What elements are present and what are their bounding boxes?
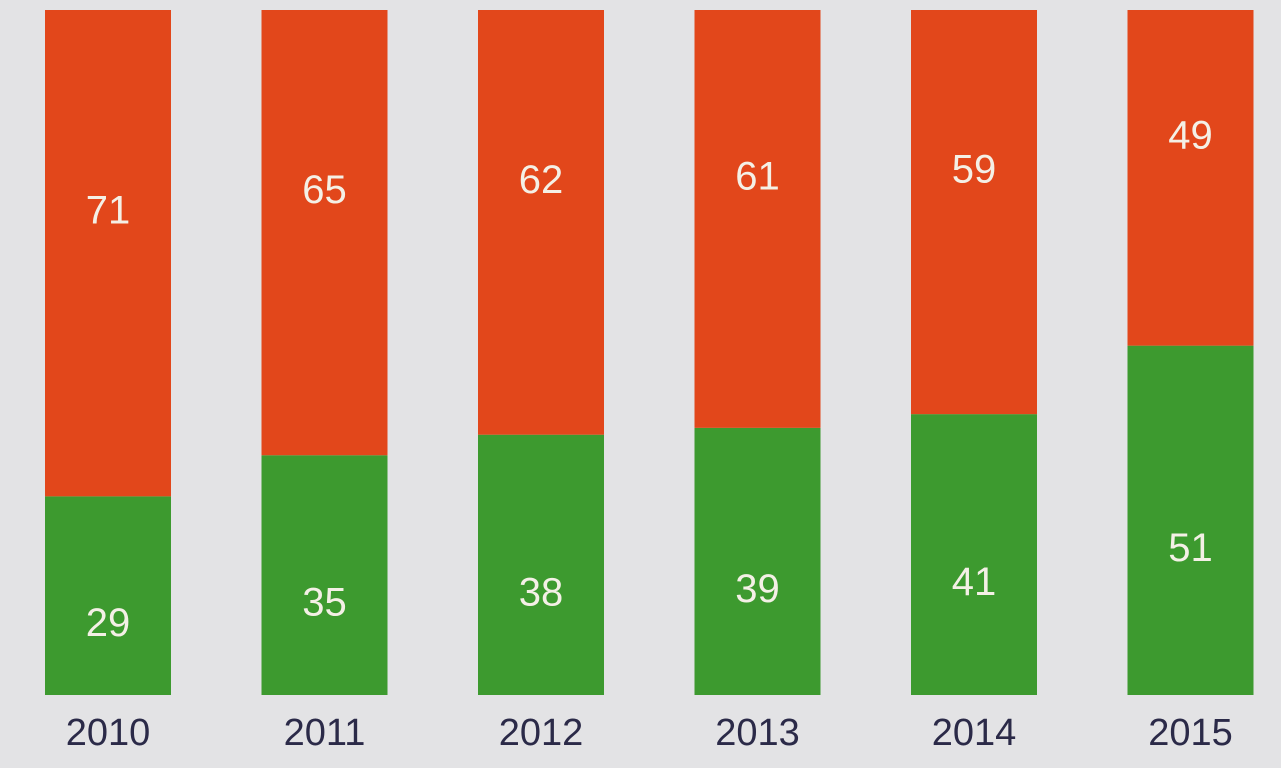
x-tick-label: 2010 — [66, 712, 151, 754]
value-label: 39 — [735, 567, 780, 611]
value-label: 38 — [519, 570, 564, 614]
value-label: 49 — [1168, 113, 1213, 157]
bar-segment — [911, 414, 1037, 695]
value-label: 59 — [952, 148, 997, 192]
value-label: 35 — [302, 581, 347, 625]
value-label: 61 — [735, 154, 780, 198]
bar-segment — [1127, 345, 1254, 695]
value-label: 29 — [86, 601, 131, 645]
value-label: 65 — [302, 168, 347, 212]
bar-segment — [478, 434, 604, 695]
x-tick-label: 2011 — [284, 712, 366, 754]
bar-segment — [478, 10, 604, 435]
bar-segment — [911, 10, 1037, 415]
x-tick-label: 2015 — [1148, 712, 1233, 754]
bar-segment — [694, 10, 821, 428]
value-label: 41 — [952, 560, 997, 604]
bar-segment — [694, 427, 821, 695]
bar-segment — [261, 455, 388, 695]
x-tick-label: 2013 — [715, 712, 800, 754]
bar-segment — [45, 496, 171, 695]
bar-segment — [261, 10, 388, 456]
bar-segment — [45, 10, 171, 497]
value-label: 51 — [1168, 526, 1213, 570]
value-label: 62 — [519, 158, 564, 202]
x-tick-label: 2014 — [932, 712, 1017, 754]
bar-segment — [1127, 10, 1254, 346]
x-tick-label: 2012 — [499, 712, 584, 754]
value-label: 71 — [86, 189, 131, 233]
